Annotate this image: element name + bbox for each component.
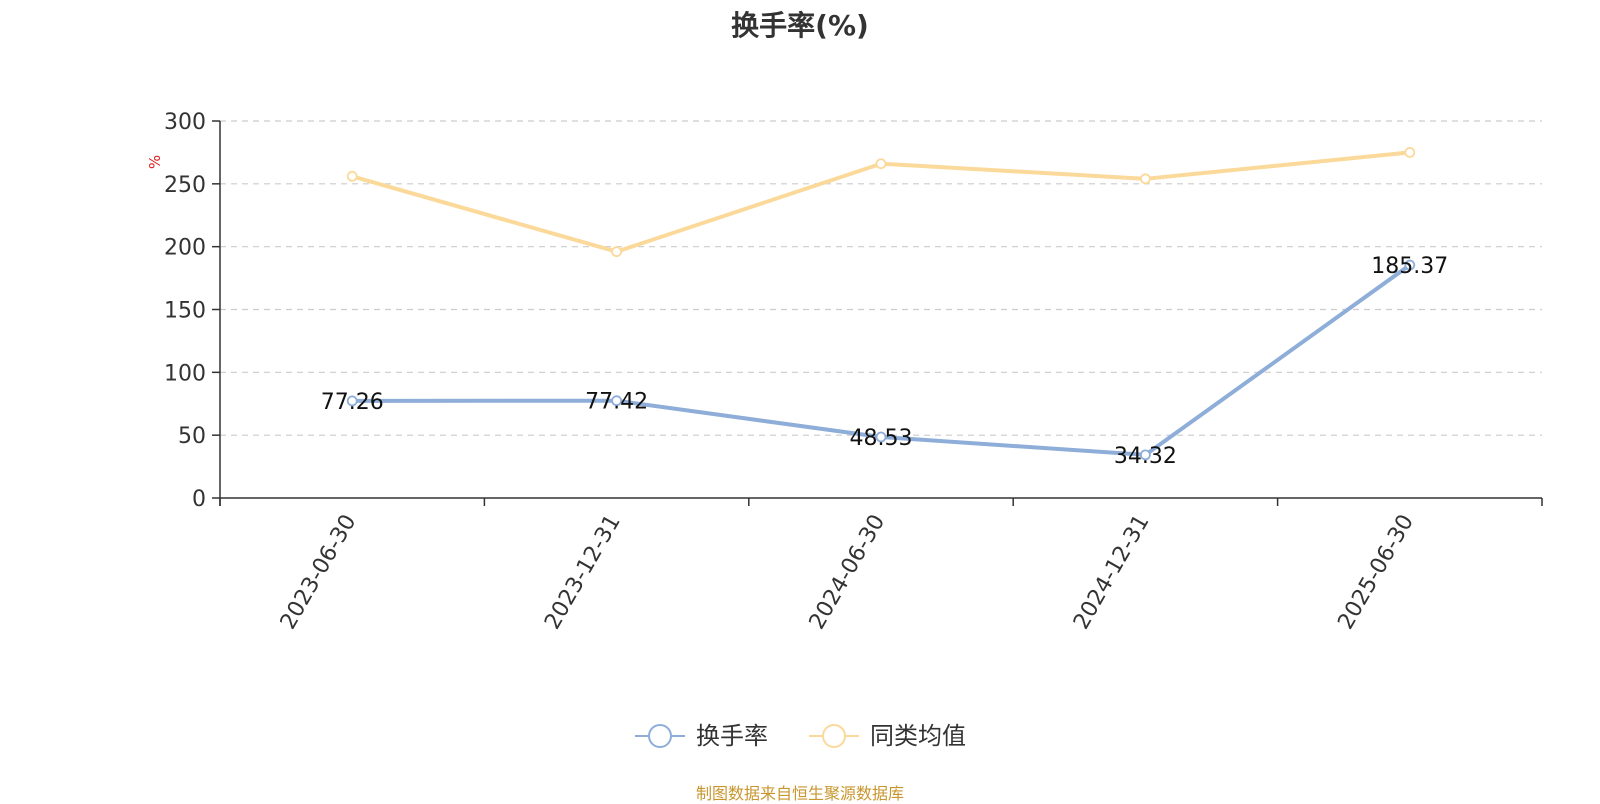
- y-tick-label: 300: [164, 110, 206, 135]
- data-point: [346, 395, 358, 407]
- x-tick-label: 2024-06-30: [805, 511, 891, 634]
- data-point: [1140, 173, 1151, 185]
- x-tick-label: 2023-06-30: [276, 511, 362, 634]
- y-tick-label: 50: [178, 424, 206, 449]
- y-unit-label: %: [146, 155, 164, 169]
- y-tick-label: 100: [164, 361, 206, 386]
- data-label: 34.32: [1114, 444, 1177, 469]
- y-tick-label: 0: [192, 487, 206, 512]
- data-point: [611, 395, 622, 407]
- data-point: [1404, 259, 1416, 271]
- y-tick-label: 150: [164, 299, 206, 324]
- grid-lines: [220, 120, 1542, 436]
- data-label: 77.42: [585, 390, 648, 415]
- data-label: 48.53: [850, 426, 913, 451]
- data-point: [875, 431, 887, 443]
- x-tick-label: 2023-12-31: [540, 511, 626, 634]
- data-point: [611, 246, 622, 258]
- series: [346, 147, 1416, 461]
- data-label: 185.37: [1371, 254, 1448, 279]
- data-point: [1404, 147, 1416, 158]
- legend: 换手率 同类均值: [635, 722, 966, 750]
- legend-circle-icon: [822, 724, 846, 748]
- data-labels: 77.26 77.42 48.53 34.32 185.37: [321, 254, 1449, 469]
- y-tick-label: 200: [164, 236, 206, 261]
- legend-label: 同类均值: [870, 722, 966, 750]
- y-tick-label: 250: [164, 173, 206, 198]
- legend-circle-icon: [648, 724, 672, 748]
- legend-label: 换手率: [696, 722, 768, 750]
- chart-title: 换手率(%): [731, 9, 869, 42]
- data-label: 77.26: [321, 390, 384, 415]
- legend-item: 同类均值: [809, 722, 966, 750]
- x-tick-label: 2024-12-31: [1069, 511, 1155, 634]
- x-tick-label: 2025-06-30: [1333, 511, 1419, 634]
- source-note: 制图数据来自恒生聚源数据库: [695, 784, 904, 803]
- data-point: [875, 158, 887, 170]
- data-point: [1140, 449, 1151, 461]
- legend-item: 换手率: [635, 722, 768, 750]
- data-point: [346, 170, 358, 182]
